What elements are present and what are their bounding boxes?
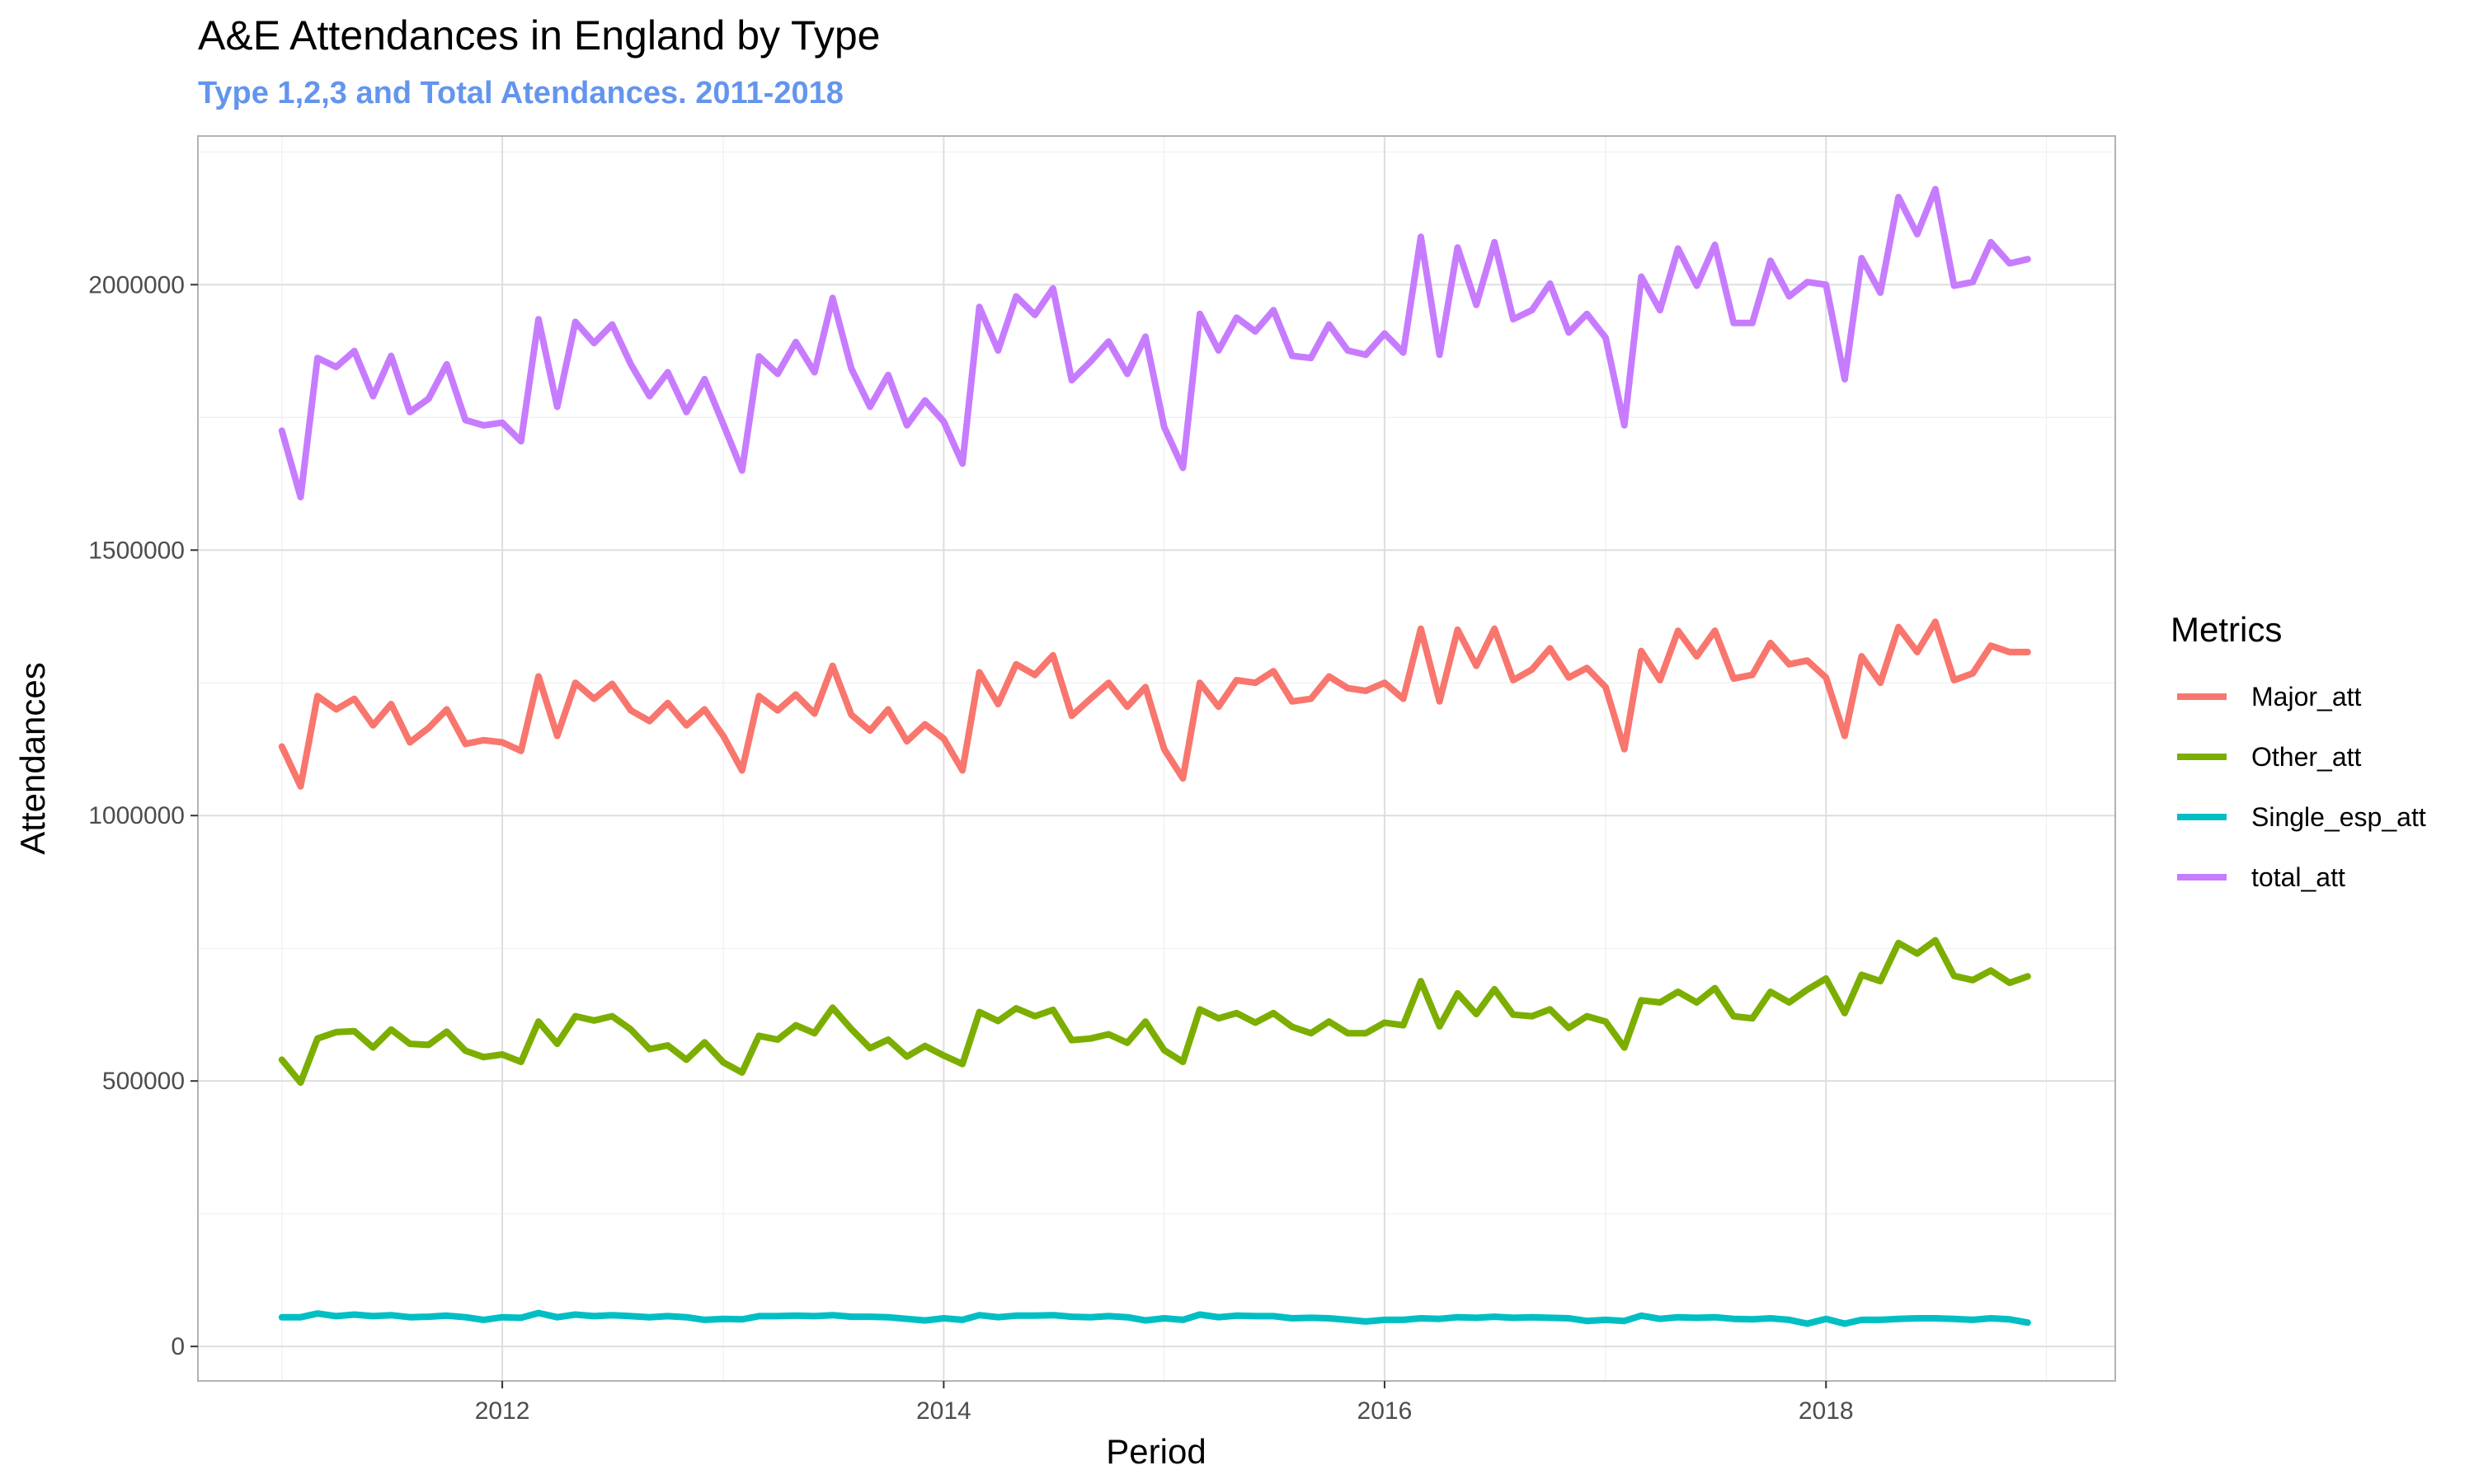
x-axis-tick-labels: 2012 2014 2016 2018 bbox=[475, 1397, 1854, 1425]
chart-subtitle: Type 1,2,3 and Total Atendances. 2011-20… bbox=[198, 76, 844, 110]
chart-title: A&E Attendances in England by Type bbox=[198, 12, 881, 59]
legend-label-other-att: Other_att bbox=[2251, 742, 2362, 772]
major-gridlines bbox=[198, 136, 2115, 1381]
y-tick-label: 0 bbox=[171, 1333, 185, 1360]
plot-panel-border bbox=[197, 135, 2116, 1382]
series-line-other-att bbox=[278, 937, 2031, 1087]
x-tick-label: 2012 bbox=[475, 1397, 530, 1425]
series-lines bbox=[278, 186, 2031, 1327]
y-tick-label: 500000 bbox=[102, 1068, 185, 1095]
series-line-total-att bbox=[278, 186, 2031, 500]
plot-panel-background bbox=[198, 136, 2115, 1381]
y-tick-label: 1500000 bbox=[88, 537, 185, 564]
legend: Metrics Major_att Other_att Single_esp_att… bbox=[2171, 610, 2426, 892]
series-line-major-att bbox=[278, 618, 2031, 790]
x-tick-label: 2018 bbox=[1799, 1397, 1854, 1425]
y-axis-tick-labels: 0 500000 1000000 1500000 2000000 bbox=[88, 271, 185, 1360]
y-axis-title: Attendances bbox=[13, 662, 52, 855]
legend-label-major-att: Major_att bbox=[2251, 682, 2362, 711]
x-tick-label: 2014 bbox=[916, 1397, 971, 1425]
minor-gridlines bbox=[198, 136, 2115, 1381]
legend-label-single-esp-att: Single_esp_att bbox=[2251, 802, 2426, 832]
series-line-single-esp-att bbox=[278, 1309, 2031, 1327]
legend-title: Metrics bbox=[2171, 610, 2282, 649]
axis-ticks bbox=[190, 284, 1827, 1388]
y-tick-label: 1000000 bbox=[88, 802, 185, 829]
x-axis-title: Period bbox=[1106, 1432, 1206, 1471]
x-tick-label: 2016 bbox=[1357, 1397, 1413, 1425]
y-tick-label: 2000000 bbox=[88, 271, 185, 298]
legend-label-total-att: total_att bbox=[2251, 862, 2345, 892]
